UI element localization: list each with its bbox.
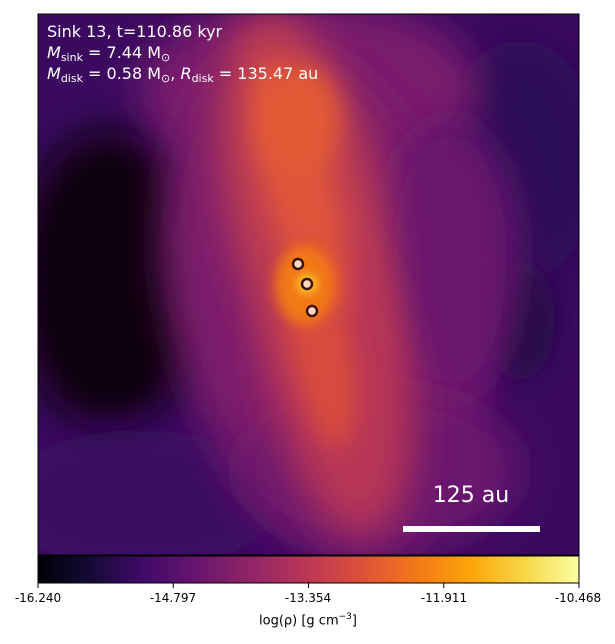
colorbar-tick-label: -10.468 — [554, 591, 602, 605]
rdisk-symbol: R — [180, 64, 192, 83]
sink-title-text: Sink 13, t=110.86 kyr — [47, 22, 223, 41]
msink-subscript: sink — [60, 51, 83, 64]
colorbar-label-end: ] — [351, 613, 357, 629]
sink-title: Sink 13, t=110.86 kyr — [47, 21, 222, 42]
colorbar-tick-label: -13.354 — [284, 591, 332, 605]
colorbar-tick-label: -14.797 — [149, 591, 197, 605]
mdisk-symbol: M — [47, 64, 61, 83]
rdisk-separator: , — [170, 64, 181, 83]
colorbar — [37, 555, 580, 588]
msink-symbol: M — [47, 43, 61, 62]
disk-properties-line: Mdisk = 0.58 M⊙, Rdisk = 135.47 au — [47, 63, 318, 89]
colorbar-tick-label: -11.911 — [420, 591, 468, 605]
colorbar-tick-label: -16.240 — [14, 591, 62, 605]
msink-sun-symbol: ⊙ — [161, 51, 171, 64]
rdisk-subscript: disk — [191, 72, 214, 85]
sink-upper-marker — [291, 257, 305, 271]
mdisk-sun-symbol: ⊙ — [161, 72, 171, 85]
sink-mass-line: Msink = 7.44 M⊙ — [47, 42, 170, 68]
rdisk-value: = 135.47 au — [213, 64, 319, 83]
sink-central-marker — [300, 277, 314, 291]
sink-markers — [291, 257, 319, 318]
scale-bar-label: 125 au — [432, 483, 510, 508]
sink-lower-marker — [305, 304, 319, 318]
msink-value: = 7.44 M — [82, 43, 162, 62]
scale-bar — [403, 526, 540, 532]
colorbar-label-main: log(ρ) [g cm — [259, 613, 339, 629]
colorbar-label-exponent: −3 — [338, 612, 352, 622]
colorbar-label: log(ρ) [g cm−3] — [259, 612, 357, 628]
mdisk-subscript: disk — [60, 72, 83, 85]
mdisk-value: = 0.58 M — [82, 64, 162, 83]
